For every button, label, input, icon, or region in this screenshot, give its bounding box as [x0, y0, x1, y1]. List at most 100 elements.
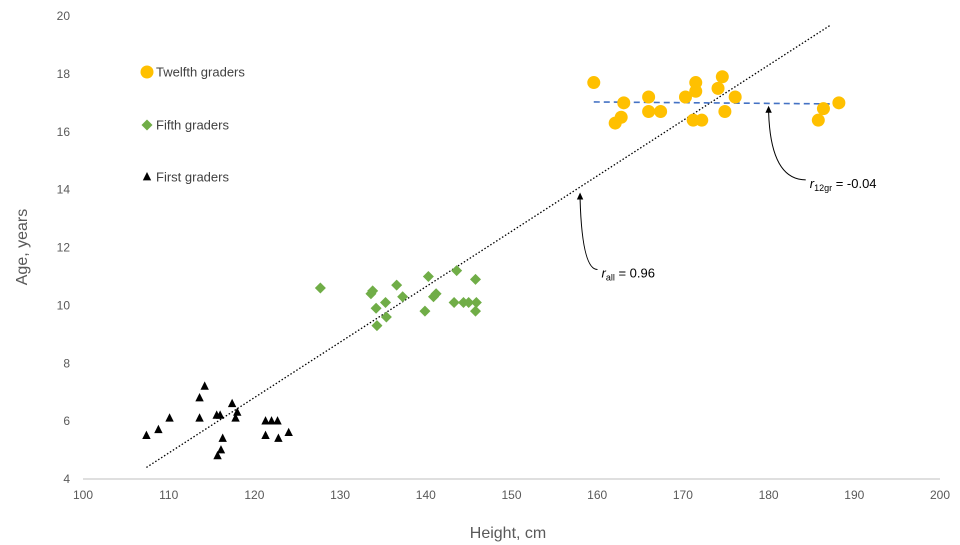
x-tick-label: 140 — [416, 488, 436, 502]
y-tick-label: 8 — [63, 356, 70, 370]
annotation-arrow — [768, 111, 806, 181]
data-point — [451, 265, 463, 277]
x-tick-label: 180 — [759, 488, 779, 502]
data-point — [617, 96, 631, 110]
annotation-arrowhead — [576, 192, 584, 200]
data-point — [430, 288, 442, 300]
annotation-arrowhead — [765, 105, 772, 113]
data-point — [216, 445, 226, 454]
data-point — [314, 282, 326, 294]
data-point — [227, 398, 237, 408]
x-tick-label: 150 — [501, 488, 521, 502]
data-point — [370, 302, 382, 314]
legend-item: Twelfth graders — [140, 65, 245, 80]
annotation-symbol: r — [601, 266, 606, 281]
x-tick-labels: 100 110 120 130 140 150 160 170 180 190 200 — [73, 488, 950, 502]
annotation-label: rall = 0.96 — [601, 266, 654, 283]
series-circle — [587, 70, 846, 130]
data-point — [718, 104, 732, 118]
data-point — [695, 113, 709, 127]
data-point — [463, 296, 475, 308]
legend: Twelfth graders Fifth graders First grader… — [140, 65, 245, 185]
annotation-label: r12gr = -0.04 — [810, 176, 877, 193]
data-point — [195, 413, 204, 422]
data-point — [642, 104, 656, 118]
data-point — [380, 296, 392, 308]
legend-label: Twelfth graders — [156, 65, 245, 80]
data-point — [267, 416, 276, 425]
data-point — [614, 110, 628, 124]
annotation-value: = 0.96 — [615, 266, 655, 281]
data-point — [470, 305, 482, 317]
data-point — [367, 285, 379, 297]
annotation-arrow — [579, 198, 598, 271]
trendline-twelfth — [593, 101, 840, 105]
series-diamond — [314, 265, 482, 332]
data-point — [200, 381, 209, 390]
legend-label: First graders — [156, 170, 229, 185]
legend-marker — [140, 65, 154, 79]
series-triangle — [142, 381, 293, 460]
y-tick-label: 12 — [57, 241, 71, 255]
data-point — [274, 433, 283, 442]
data-point — [261, 416, 270, 425]
annotation-r-12gr: r12gr = -0.04 — [765, 105, 877, 193]
data-point — [832, 96, 846, 110]
legend-marker — [142, 172, 152, 181]
data-point — [233, 407, 242, 416]
x-tick-label: 200 — [930, 488, 950, 502]
annotation-value: = -0.04 — [832, 176, 876, 191]
data-point — [678, 90, 692, 104]
annotation-subscript: all — [606, 273, 615, 283]
data-point — [195, 392, 204, 402]
x-tick-label: 170 — [673, 488, 693, 502]
x-axis-title: Height, cm — [470, 525, 546, 542]
data-point — [448, 296, 460, 308]
data-point — [273, 416, 282, 425]
data-point — [284, 427, 293, 437]
legend-item: Fifth graders — [141, 118, 229, 133]
data-point — [154, 424, 163, 434]
data-point — [142, 430, 151, 439]
data-point — [470, 296, 482, 308]
data-point — [391, 279, 403, 291]
x-tick-label: 190 — [844, 488, 864, 502]
data-point — [218, 433, 227, 442]
data-point — [811, 113, 825, 127]
data-point — [715, 70, 729, 84]
data-point — [654, 104, 668, 118]
y-tick-labels: 4 6 8 10 12 14 16 18 20 — [57, 9, 71, 486]
y-tick-label: 20 — [57, 9, 71, 23]
y-tick-label: 10 — [57, 298, 71, 312]
data-point — [711, 81, 725, 95]
y-tick-label: 6 — [63, 414, 70, 428]
y-axis-title: Age, years — [14, 209, 31, 285]
annotation-subscript: 12gr — [814, 183, 832, 193]
y-tick-label: 4 — [63, 472, 70, 486]
data-point — [422, 270, 434, 282]
y-tick-label: 16 — [57, 125, 71, 139]
x-tick-label: 160 — [587, 488, 607, 502]
trendlines — [146, 24, 840, 468]
legend-marker — [141, 119, 153, 131]
data-point — [587, 76, 601, 90]
data-point — [165, 413, 174, 422]
data-point — [397, 291, 409, 303]
data-point — [380, 311, 392, 323]
data-point — [419, 305, 431, 317]
data-point — [231, 413, 240, 422]
data-point — [689, 84, 703, 98]
x-tick-label: 120 — [244, 488, 264, 502]
annotation-r-all: rall = 0.96 — [576, 192, 655, 283]
data-point — [470, 273, 482, 285]
trendline-all — [146, 24, 832, 468]
data-point — [213, 450, 222, 460]
data-point — [261, 430, 270, 439]
annotation-symbol: r — [810, 176, 815, 191]
data-points — [142, 70, 846, 460]
legend-item: First graders — [142, 170, 229, 185]
data-point — [371, 320, 383, 332]
y-tick-label: 18 — [57, 67, 71, 81]
